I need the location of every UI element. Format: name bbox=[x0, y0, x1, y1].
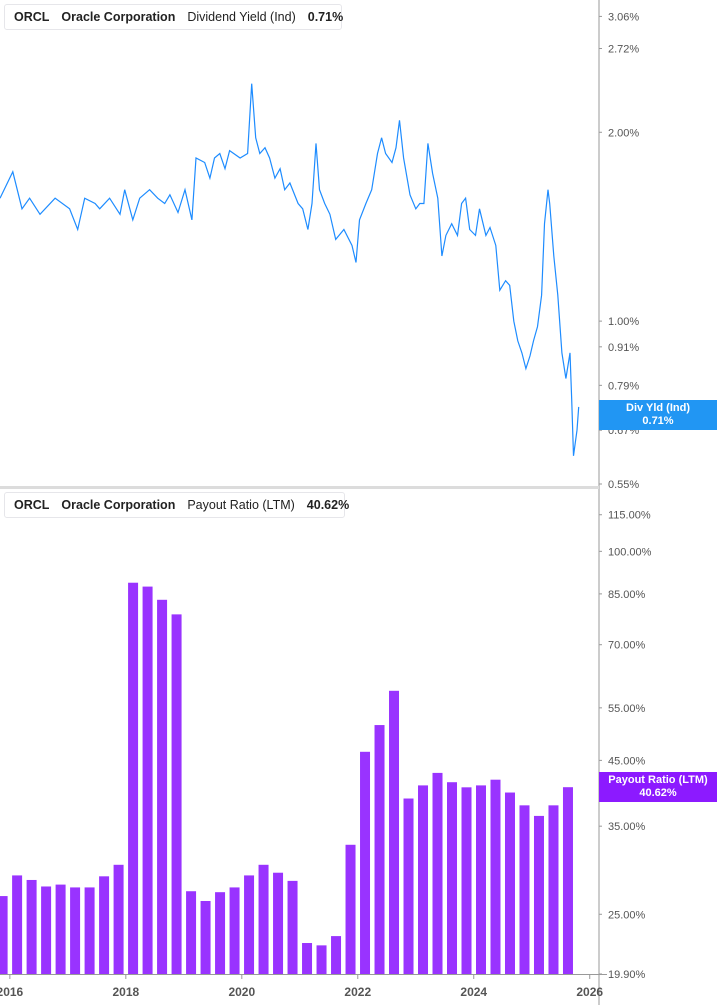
payout-bar bbox=[418, 785, 429, 974]
y-tick-label: 55.00% bbox=[608, 703, 646, 715]
legend-company: Oracle Corporation bbox=[61, 498, 176, 512]
legend-value: 0.71% bbox=[307, 10, 344, 24]
legend-company: Oracle Corporation bbox=[61, 10, 176, 24]
x-tick-label: 2024 bbox=[460, 985, 487, 999]
payout-bar bbox=[113, 864, 124, 974]
y-tick-label: 100.00% bbox=[608, 546, 652, 558]
payout-bar bbox=[389, 690, 400, 974]
y-tick-label: 0.55% bbox=[608, 479, 639, 491]
payout-bar bbox=[171, 614, 182, 974]
badge-label: Payout Ratio (LTM) bbox=[608, 774, 708, 786]
payout-bar bbox=[374, 725, 385, 974]
payout-bar bbox=[447, 782, 458, 974]
payout-bar bbox=[229, 887, 240, 974]
payout-bar bbox=[244, 875, 255, 974]
dividend-yield-plot bbox=[0, 83, 580, 456]
y-tick-label: 115.00% bbox=[608, 510, 651, 522]
payout-ratio-plot bbox=[0, 582, 573, 974]
payout-bar bbox=[200, 900, 211, 974]
payout-bar bbox=[70, 887, 81, 974]
badge-value: 40.62% bbox=[639, 787, 677, 799]
payout-bar bbox=[12, 875, 23, 974]
payout-bar bbox=[432, 772, 443, 974]
legend-ticker: ORCL bbox=[14, 10, 50, 24]
payout-bar bbox=[215, 892, 226, 974]
payout-bar bbox=[55, 884, 66, 974]
x-tick-label: 2018 bbox=[112, 985, 139, 999]
legend-ticker: ORCL bbox=[14, 498, 50, 512]
payout-bar bbox=[258, 864, 269, 974]
payout-bar bbox=[128, 582, 139, 974]
payout-bar bbox=[287, 880, 298, 974]
x-tick-label: 2022 bbox=[344, 985, 371, 999]
badge-label: Div Yld (Ind) bbox=[626, 402, 690, 414]
y-tick-label: 0.91% bbox=[608, 342, 639, 354]
y-tick-label: 3.06% bbox=[608, 11, 639, 23]
payout-bar bbox=[302, 943, 313, 974]
payout-bar bbox=[519, 805, 530, 974]
dividend-yield-badge: Div Yld (Ind) 0.71% bbox=[599, 400, 717, 430]
payout-bar bbox=[316, 945, 327, 974]
payout-bar bbox=[84, 887, 95, 974]
payout-ratio-badge: Payout Ratio (LTM) 40.62% bbox=[599, 772, 717, 802]
payout-bar bbox=[273, 872, 284, 974]
y-tick-label: 70.00% bbox=[608, 640, 646, 652]
payout-bar bbox=[186, 891, 197, 974]
legend-metric: Dividend Yield (Ind) bbox=[187, 10, 296, 24]
payout-bar bbox=[504, 792, 515, 974]
payout-bar bbox=[331, 936, 342, 974]
payout-bar bbox=[490, 779, 501, 974]
y-tick-label: 19.90% bbox=[608, 969, 646, 981]
payout-ratio-legend[interactable]: ORCL Oracle Corporation Payout Ratio (LT… bbox=[4, 492, 349, 518]
y-tick-label: 2.00% bbox=[608, 127, 639, 139]
y-tick-label: 85.00% bbox=[608, 589, 646, 601]
payout-bar bbox=[99, 876, 110, 974]
x-tick-label: 2016 bbox=[0, 985, 24, 999]
payout-bar bbox=[360, 751, 371, 974]
axes: 3.06%2.72%2.00%1.00%0.91%0.79%0.67%0.55%… bbox=[0, 0, 652, 1005]
dividend-yield-legend[interactable]: ORCL Oracle Corporation Dividend Yield (… bbox=[4, 4, 344, 30]
y-tick-label: 1.00% bbox=[608, 316, 639, 328]
legend-metric: Payout Ratio (LTM) bbox=[187, 498, 295, 512]
payout-bar bbox=[41, 886, 52, 974]
dividend-yield-line bbox=[0, 83, 580, 456]
badge-value: 0.71% bbox=[642, 415, 674, 427]
payout-bar bbox=[475, 785, 486, 974]
payout-bar bbox=[345, 844, 356, 974]
payout-bar bbox=[562, 787, 573, 974]
x-tick-label: 2020 bbox=[228, 985, 255, 999]
payout-bar bbox=[26, 879, 37, 974]
payout-bar bbox=[461, 787, 472, 974]
y-tick-label: 45.00% bbox=[608, 755, 646, 767]
y-tick-label: 25.00% bbox=[608, 909, 646, 921]
payout-bar bbox=[157, 599, 168, 974]
payout-bar bbox=[533, 815, 544, 974]
y-tick-label: 35.00% bbox=[608, 821, 646, 833]
payout-bar bbox=[403, 798, 414, 974]
y-tick-label: 2.72% bbox=[608, 44, 639, 56]
y-tick-label: 0.79% bbox=[608, 380, 639, 392]
payout-bar bbox=[0, 896, 8, 974]
legend-value: 40.62% bbox=[306, 498, 350, 512]
x-tick-label: 2026 bbox=[576, 985, 603, 999]
payout-bar bbox=[548, 805, 559, 974]
payout-bar bbox=[142, 586, 153, 974]
